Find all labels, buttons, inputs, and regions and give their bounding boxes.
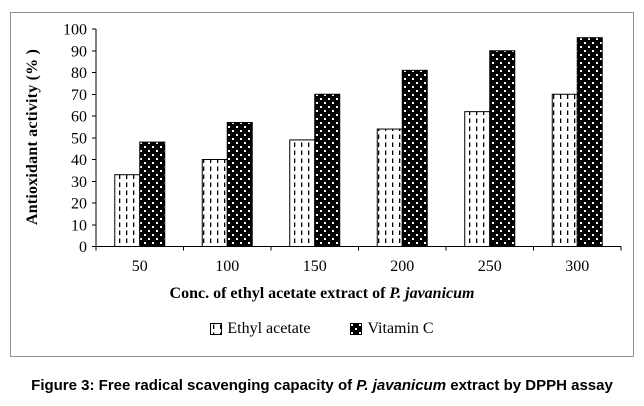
ethyl-acetate-swatch-icon: [210, 323, 223, 335]
x-axis-title-species: P. javanicum: [389, 285, 475, 302]
bar-ethyl-acetate-200: [376, 128, 403, 247]
bar-ethyl-acetate-300: [551, 93, 578, 247]
bar-ethyl-acetate-250: [464, 111, 491, 248]
x-tick-label: 100: [215, 258, 239, 275]
bar-ethyl-acetate-50: [114, 174, 141, 248]
y-axis-title: Antioxidant activity (% ): [24, 48, 41, 226]
y-tick-label: 30: [71, 174, 87, 191]
bar-vitamin-c-100: [226, 122, 253, 247]
bar-vitamin-c-250: [489, 50, 516, 247]
x-axis-title-text: Conc. of ethyl acetate extract of: [169, 285, 390, 302]
vitamin-c-swatch-icon: [350, 323, 363, 335]
y-tick-label: 50: [71, 130, 87, 147]
bar-vitamin-c-50: [139, 141, 166, 248]
bar-ethyl-acetate-150: [289, 139, 316, 247]
x-axis-title: Conc. of ethyl acetate extract of P. jav…: [11, 285, 633, 303]
chart-frame: 0 10 20 30 40 50 60 70 80 90 100 50 100 150 200 250 300 …: [10, 12, 634, 357]
legend: Ethyl acetate Vitamin C: [11, 320, 633, 338]
bar-plot: 0 10 20 30 40 50 60 70 80 90 100 50 100 150 200 250 300: [63, 22, 622, 275]
legend-item-vitamin-c: Vitamin C: [350, 320, 434, 338]
y-tick-label: 60: [71, 109, 87, 126]
caption-suffix: extract by DPPH assay: [446, 377, 613, 394]
x-tick-label: 300: [565, 258, 589, 275]
legend-label-vitamin-c: Vitamin C: [367, 320, 434, 337]
figure-caption: Figure 3: Free radical scavenging capaci…: [0, 377, 644, 394]
y-tick-label: 40: [71, 152, 87, 169]
y-tick-label: 0: [79, 239, 87, 256]
x-tick-label: 150: [303, 258, 327, 275]
legend-item-ethyl-acetate: Ethyl acetate: [210, 320, 310, 338]
y-tick-label: 10: [71, 217, 87, 234]
x-tick-label: 50: [132, 258, 148, 275]
caption-prefix: Figure 3: Free radical scavenging capaci…: [31, 377, 357, 394]
y-tick-label: 100: [63, 22, 87, 39]
y-tick-label: 70: [71, 87, 87, 104]
y-tick-label: 90: [71, 43, 87, 60]
y-tick-label: 20: [71, 196, 87, 213]
y-tick-label: 80: [71, 65, 87, 82]
legend-label-ethyl-acetate: Ethyl acetate: [227, 320, 311, 337]
x-tick-label: 200: [390, 258, 414, 275]
x-tick-label: 250: [478, 258, 502, 275]
caption-species: P. javanicum: [356, 377, 447, 394]
bar-ethyl-acetate-100: [201, 159, 228, 247]
bar-vitamin-c-200: [401, 69, 428, 248]
bar-vitamin-c-300: [576, 37, 603, 248]
bar-vitamin-c-150: [314, 93, 341, 247]
